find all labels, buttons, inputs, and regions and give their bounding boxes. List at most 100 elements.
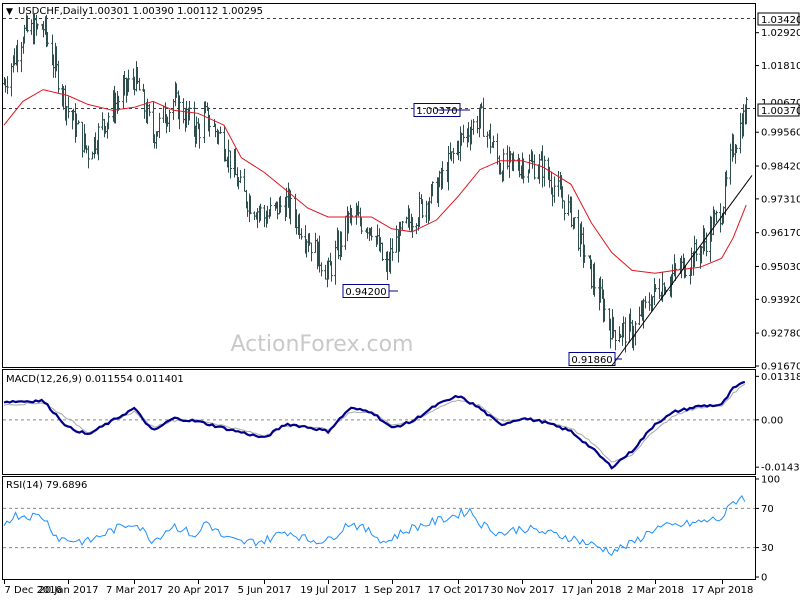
level-label-mid-box — [757, 103, 800, 117]
price-bar — [239, 170, 242, 184]
price-bar — [188, 101, 191, 121]
macd-title: MACD(12,26,9) 0.011554 0.011401 — [6, 374, 184, 385]
moving-average-line — [3, 89, 747, 274]
rsi-tick-label-2: 30 — [761, 543, 774, 554]
price-bar — [401, 220, 404, 231]
price-tick-label-4: 0.97310 — [761, 194, 800, 205]
price-bar — [452, 147, 455, 164]
x-tick-label-11: 17 Apr 2018 — [692, 585, 754, 596]
price-bar — [300, 228, 303, 240]
x-tick-label-1: 20 Jan 2017 — [39, 585, 99, 596]
price-tick-label-5: 0.96170 — [761, 228, 800, 239]
x-tick-label-10: 2 Mar 2018 — [627, 585, 684, 596]
price-tick-label-0: 1.02920 — [761, 28, 800, 39]
price-bar — [725, 170, 728, 187]
price-bar — [522, 158, 525, 184]
price-tick-label-6: 0.95030 — [761, 262, 800, 273]
price-bar — [411, 217, 414, 239]
price-bar — [97, 123, 100, 161]
price-bar — [391, 238, 394, 261]
price-bar — [573, 217, 576, 229]
price-bar — [360, 217, 363, 235]
rsi-title: RSI(14) 79.6896 — [6, 480, 87, 491]
price-tick-label-8: 0.92780 — [761, 329, 800, 340]
rsi-panel-frame — [2, 476, 756, 580]
price-tick-label-7: 0.93920 — [761, 295, 800, 306]
price-bar — [533, 154, 536, 180]
price-bar — [381, 242, 384, 261]
price-bar — [158, 112, 161, 139]
price-bar — [36, 23, 39, 30]
level-label-top-box — [757, 12, 800, 26]
macd-tick-label-1: 0.00 — [761, 415, 783, 426]
price-bar — [127, 69, 130, 93]
rsi-tick-label-0: 100 — [761, 475, 780, 486]
moving-average-layer — [3, 89, 747, 274]
price-bar — [614, 329, 617, 351]
price-bar — [87, 145, 90, 169]
price-bar — [320, 262, 323, 277]
macd-tick-label-0: 0.013184 — [761, 372, 800, 383]
rsi-line — [3, 495, 746, 557]
price-tick-label-3: 0.98420 — [761, 162, 800, 173]
macd-panel-frame — [2, 369, 756, 475]
support-trendline — [611, 175, 753, 367]
annotation-high-text: 1.00370 — [416, 106, 457, 117]
annotation-low-text: 0.91860 — [571, 355, 612, 366]
macd-layer: 0.013184 0.00 -0.014339 — [3, 372, 800, 474]
watermark: ActionForex.com — [231, 332, 414, 357]
price-bar — [279, 195, 282, 213]
macd-main-line — [3, 380, 746, 470]
price-bar — [26, 15, 29, 33]
price-bar — [370, 226, 373, 241]
price-bar — [684, 265, 687, 278]
price-bar — [6, 76, 9, 95]
macd-tick-label-2: -0.014339 — [761, 463, 800, 474]
rsi-layer: 100 70 30 0 — [3, 475, 780, 584]
collapse-triangle-icon[interactable]: ▼ — [6, 7, 13, 17]
price-bar — [462, 124, 465, 143]
price-bar — [198, 123, 201, 149]
price-bar — [148, 103, 151, 117]
price-bar — [168, 109, 171, 132]
price-bar — [46, 31, 49, 47]
price-bar — [593, 262, 596, 297]
price-bar — [441, 161, 444, 189]
price-bar — [431, 181, 434, 197]
price-bar — [654, 284, 657, 292]
price-bar — [715, 210, 718, 223]
price-bar — [340, 231, 343, 258]
price-bar — [644, 296, 647, 309]
price-bars — [3, 12, 748, 353]
annotation-low: 0.91860 — [568, 352, 616, 366]
price-bar — [421, 199, 424, 219]
level-label-1.03420: 1.03420 — [757, 12, 800, 26]
price-bar — [219, 126, 222, 134]
symbol-label: USDCHF,Daily — [18, 6, 88, 17]
price-tick-label-2: 0.99560 — [761, 128, 800, 139]
price-bar — [107, 112, 110, 130]
price-bar — [553, 176, 556, 203]
price-tick-label-1: 1.01810 — [761, 61, 800, 72]
price-bar — [259, 203, 262, 221]
price-bar — [138, 77, 141, 91]
x-tick-label-5: 19 Jul 2017 — [300, 585, 357, 596]
annotation-mid-low: 0.94200 — [342, 284, 390, 298]
price-bar — [492, 135, 495, 149]
level-label-mid-text: 1.00370 — [761, 106, 800, 117]
x-tick-label-4: 5 Jun 2017 — [238, 585, 292, 596]
x-tick-label-2: 7 Mar 2017 — [106, 585, 163, 596]
annotation-mid-low-text: 0.94200 — [345, 287, 386, 298]
x-tick-label-3: 20 Apr 2017 — [168, 585, 230, 596]
price-bar — [603, 298, 606, 322]
level-label-1.00370: 1.00370 — [757, 103, 800, 117]
price-bar — [310, 242, 313, 262]
price-bar — [543, 155, 546, 187]
price-bar — [178, 95, 181, 130]
price-bar — [269, 197, 272, 217]
price-bar — [229, 150, 232, 179]
